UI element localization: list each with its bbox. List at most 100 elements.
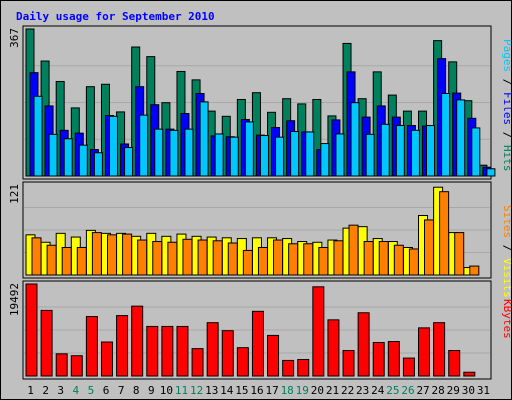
bar-kbytes xyxy=(161,325,174,377)
bar-kbytes xyxy=(418,327,431,377)
x-tick-label: 18 xyxy=(281,384,294,397)
panel-kbytes: 19492 KBytes xyxy=(8,280,511,380)
bar-kbytes xyxy=(463,371,476,377)
bar-sites xyxy=(393,244,404,276)
x-tick-label: 21 xyxy=(326,384,339,397)
legend-hits: Hits xyxy=(501,145,511,172)
bar-kbytes xyxy=(236,347,249,377)
bar-sites xyxy=(152,241,163,276)
bar-sites xyxy=(424,219,435,276)
bar-sites xyxy=(212,240,223,276)
y-axis-max-label: 367 xyxy=(8,28,21,48)
bar-pages xyxy=(48,133,58,177)
bar-kbytes xyxy=(327,319,340,377)
bar-sites xyxy=(167,241,178,276)
label-separator: / xyxy=(501,238,511,258)
bar-sites xyxy=(288,243,299,276)
bar-pages xyxy=(154,128,164,177)
bar-sites xyxy=(137,239,148,276)
bar-pages xyxy=(426,125,436,177)
bar-kbytes xyxy=(342,350,355,377)
bar-pages xyxy=(290,131,300,177)
panel-hits-files-pages: 367 Pages / Files / Hits xyxy=(8,25,511,180)
right-axis-label: Pages / Files / Hits xyxy=(501,39,511,172)
bar-sites xyxy=(197,239,208,276)
bar-kbytes xyxy=(40,309,53,377)
legend-sites: Sites xyxy=(501,205,511,238)
bar-pages xyxy=(139,114,149,177)
bar-kbytes xyxy=(70,355,83,377)
bar-pages xyxy=(410,129,420,177)
x-tick-label: 9 xyxy=(148,384,155,397)
x-tick-label: 31 xyxy=(477,384,490,397)
bar-pages xyxy=(214,133,224,177)
bar-sites xyxy=(363,241,374,276)
bar-pages xyxy=(93,152,103,177)
x-tick-label: 10 xyxy=(160,384,173,397)
x-tick-label: 6 xyxy=(103,384,110,397)
bar-pages xyxy=(244,121,254,177)
bar-kbytes xyxy=(448,350,461,377)
bar-sites xyxy=(348,224,359,276)
bar-sites xyxy=(469,265,480,276)
bar-pages xyxy=(33,95,43,177)
legend-pages: Pages xyxy=(501,39,511,72)
bar-kbytes xyxy=(251,310,264,377)
bar-kbytes xyxy=(372,341,385,377)
bar-kbytes xyxy=(387,341,400,377)
bar-sites xyxy=(122,233,133,276)
bar-sites xyxy=(454,232,465,276)
bar-kbytes xyxy=(131,305,144,377)
bar-pages xyxy=(63,138,73,177)
bar-kbytes xyxy=(55,353,68,377)
bar-pages xyxy=(395,125,405,177)
x-tick-label: 1 xyxy=(27,384,34,397)
x-tick-label: 12 xyxy=(190,384,203,397)
x-tick-label: 24 xyxy=(371,384,385,397)
chart-title: Daily usage for September 2010 xyxy=(16,10,215,23)
bar-kbytes xyxy=(85,316,98,377)
bar-sites xyxy=(408,248,419,276)
x-tick-label: 23 xyxy=(356,384,369,397)
bar-kbytes xyxy=(206,322,219,377)
bar-kbytes xyxy=(146,325,159,377)
bar-pages xyxy=(441,92,451,177)
panel-visits-sites: 121 Sites / Visits xyxy=(8,181,511,298)
right-axis-label: Sites / Visits xyxy=(501,205,511,298)
bar-kbytes xyxy=(312,286,325,377)
x-tick-label: 5 xyxy=(88,384,95,397)
y-axis-max-label: 121 xyxy=(8,184,21,204)
bar-kbytes xyxy=(100,341,113,377)
bar-kbytes xyxy=(116,315,129,377)
x-tick-label: 30 xyxy=(462,384,475,397)
bar-sites xyxy=(31,237,42,276)
right-axis-label: KBytes xyxy=(501,299,511,339)
bar-sites xyxy=(257,246,268,276)
bar-pages xyxy=(486,168,496,177)
label-separator: / xyxy=(501,72,511,92)
bar-pages xyxy=(380,123,390,177)
bar-sites xyxy=(227,242,238,276)
x-tick-label: 2 xyxy=(42,384,49,397)
bar-sites xyxy=(273,239,284,276)
bar-sites xyxy=(46,244,57,276)
label-separator: / xyxy=(501,125,511,145)
bar-pages xyxy=(320,143,330,177)
x-tick-label: 29 xyxy=(447,384,460,397)
x-tick-label: 14 xyxy=(220,384,234,397)
bar-pages xyxy=(78,144,88,177)
bar-kbytes xyxy=(221,330,234,377)
bar-pages xyxy=(184,128,194,177)
x-tick-label: 13 xyxy=(205,384,218,397)
bar-sites xyxy=(106,234,117,276)
bar-sites xyxy=(91,232,102,276)
bar-pages xyxy=(124,147,134,177)
bar-pages xyxy=(335,133,345,177)
bar-sites xyxy=(76,246,87,276)
x-tick-label: 7 xyxy=(118,384,125,397)
y-axis-max-label: 19492 xyxy=(8,283,21,316)
bar-kbytes xyxy=(433,322,446,377)
x-tick-label: 26 xyxy=(401,384,414,397)
